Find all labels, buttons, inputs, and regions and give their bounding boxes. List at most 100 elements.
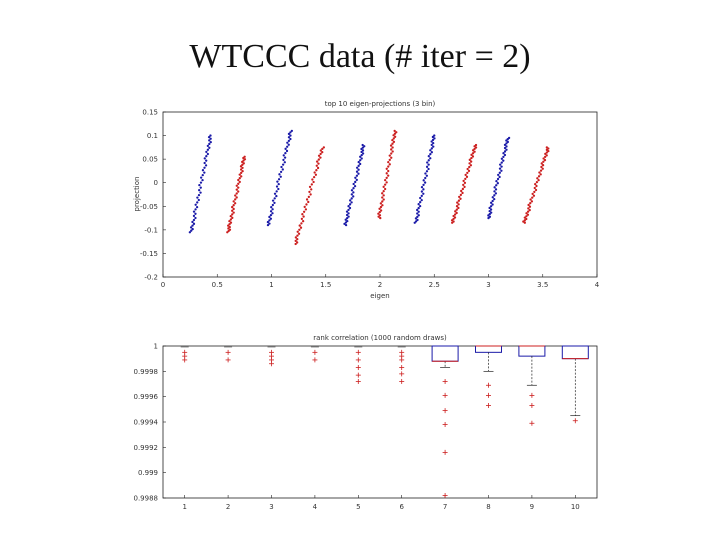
scatter-ytick-label: -0.05	[140, 203, 158, 211]
scatter-point	[279, 170, 283, 174]
scatter-point	[271, 199, 275, 202]
scatter-point	[488, 212, 491, 216]
scatter-point	[387, 169, 390, 173]
scatter-point	[229, 214, 232, 218]
scatter-point	[464, 177, 467, 180]
scatter-point	[346, 217, 349, 220]
scatter-point	[349, 199, 352, 202]
scatter-point	[239, 165, 243, 168]
scatter-point	[385, 167, 388, 170]
scatter-point	[350, 189, 354, 192]
scatter-point	[352, 187, 355, 190]
scatter-point	[385, 172, 388, 175]
scatter-ytick-label: 0.05	[142, 156, 158, 164]
scatter-point	[414, 217, 418, 220]
scatter-point	[266, 220, 270, 224]
scatter-point	[420, 190, 424, 193]
scatter-xtick-label: 2	[378, 281, 382, 289]
scatter-point	[344, 221, 348, 224]
scatter-point	[313, 171, 316, 174]
scatter-point	[228, 223, 231, 226]
slide-title: WTCCC data (# iter = 2)	[189, 38, 531, 75]
scatter-point	[507, 136, 511, 140]
scatter-point	[427, 159, 430, 162]
scatter-point	[284, 147, 287, 150]
scatter-point	[354, 176, 357, 179]
scatter-point	[359, 159, 362, 162]
scatter-point	[228, 219, 231, 223]
boxplot-xtick-label: 10	[571, 503, 580, 511]
scatter-point	[275, 194, 278, 198]
scatter-point	[268, 219, 271, 222]
scatter-point	[304, 208, 308, 211]
scatter-xtick-label: 1.5	[320, 281, 331, 289]
scatter-point	[277, 187, 280, 191]
scatter-point	[535, 180, 539, 184]
scatter-point	[241, 170, 244, 173]
scatter-point	[231, 213, 234, 216]
boxplot-box	[475, 345, 502, 353]
scatter-point	[268, 215, 271, 219]
boxplot-xticks: 1 2 3 4 5 6 7 8 9 10	[182, 495, 580, 511]
scatter-xtick-label: 4	[595, 281, 600, 289]
scatter-point	[317, 158, 320, 161]
scatter-point	[388, 154, 391, 157]
scatter-point	[418, 205, 422, 208]
scatter-point	[363, 145, 366, 148]
scatter-point	[235, 196, 238, 199]
scatter-point	[529, 198, 532, 201]
scatter-point	[498, 175, 501, 179]
scatter-point	[195, 205, 199, 209]
scatter-point	[322, 146, 326, 149]
scatter-point	[535, 184, 538, 188]
scatter-point	[388, 163, 391, 166]
scatter-point	[525, 215, 528, 218]
scatter-point	[235, 184, 238, 187]
scatter-point	[523, 219, 526, 222]
scatter-point	[282, 154, 285, 157]
scatter-point	[379, 209, 383, 212]
scatter-point	[296, 241, 299, 244]
scatter-point	[283, 161, 286, 164]
scatter-point	[429, 149, 432, 152]
scatter-point	[231, 205, 234, 209]
scatter-point	[494, 192, 498, 195]
scatter-point	[534, 182, 537, 186]
scatter-point	[273, 197, 276, 200]
scatter-point	[235, 188, 238, 191]
scatter-point	[347, 205, 350, 208]
scatter-point	[269, 213, 273, 217]
scatter-point	[387, 160, 390, 164]
scatter-point	[430, 151, 433, 154]
scatter-point	[424, 172, 427, 175]
scatter-point	[391, 142, 394, 145]
scatter-point	[457, 199, 461, 202]
scatter-point	[279, 175, 282, 178]
scatter-point	[461, 187, 465, 191]
scatter-point	[385, 181, 388, 184]
boxplot-box	[431, 345, 459, 362]
scatter-point	[192, 222, 196, 225]
scatter-point	[429, 157, 432, 160]
scatter-xtick-label: 1	[269, 281, 273, 289]
boxplot-xtick-label: 6	[399, 503, 404, 511]
scatter-point	[455, 211, 458, 215]
boxplot-yticks: 1 0.9998 0.9996 0.9994 0.9992 0.999 0.9988	[134, 343, 166, 503]
scatter-point	[377, 212, 380, 215]
scatter-point	[393, 129, 396, 133]
scatter-panel: top 10 eigen-projections (3 bin) project…	[133, 100, 600, 300]
scatter-point	[308, 190, 311, 194]
scatter-point	[276, 180, 279, 183]
boxplot-ytick-label: 0.9988	[134, 495, 159, 503]
scatter-point	[495, 184, 498, 187]
scatter-point	[470, 160, 473, 163]
scatter-point	[534, 188, 538, 192]
scatter-point	[539, 169, 543, 172]
scatter-point	[234, 202, 237, 205]
scatter-point	[307, 200, 310, 204]
scatter-point	[468, 165, 471, 169]
scatter-point	[311, 178, 314, 181]
scatter-point	[188, 231, 192, 234]
scatter-point	[268, 222, 271, 225]
scatter-point	[381, 192, 384, 195]
